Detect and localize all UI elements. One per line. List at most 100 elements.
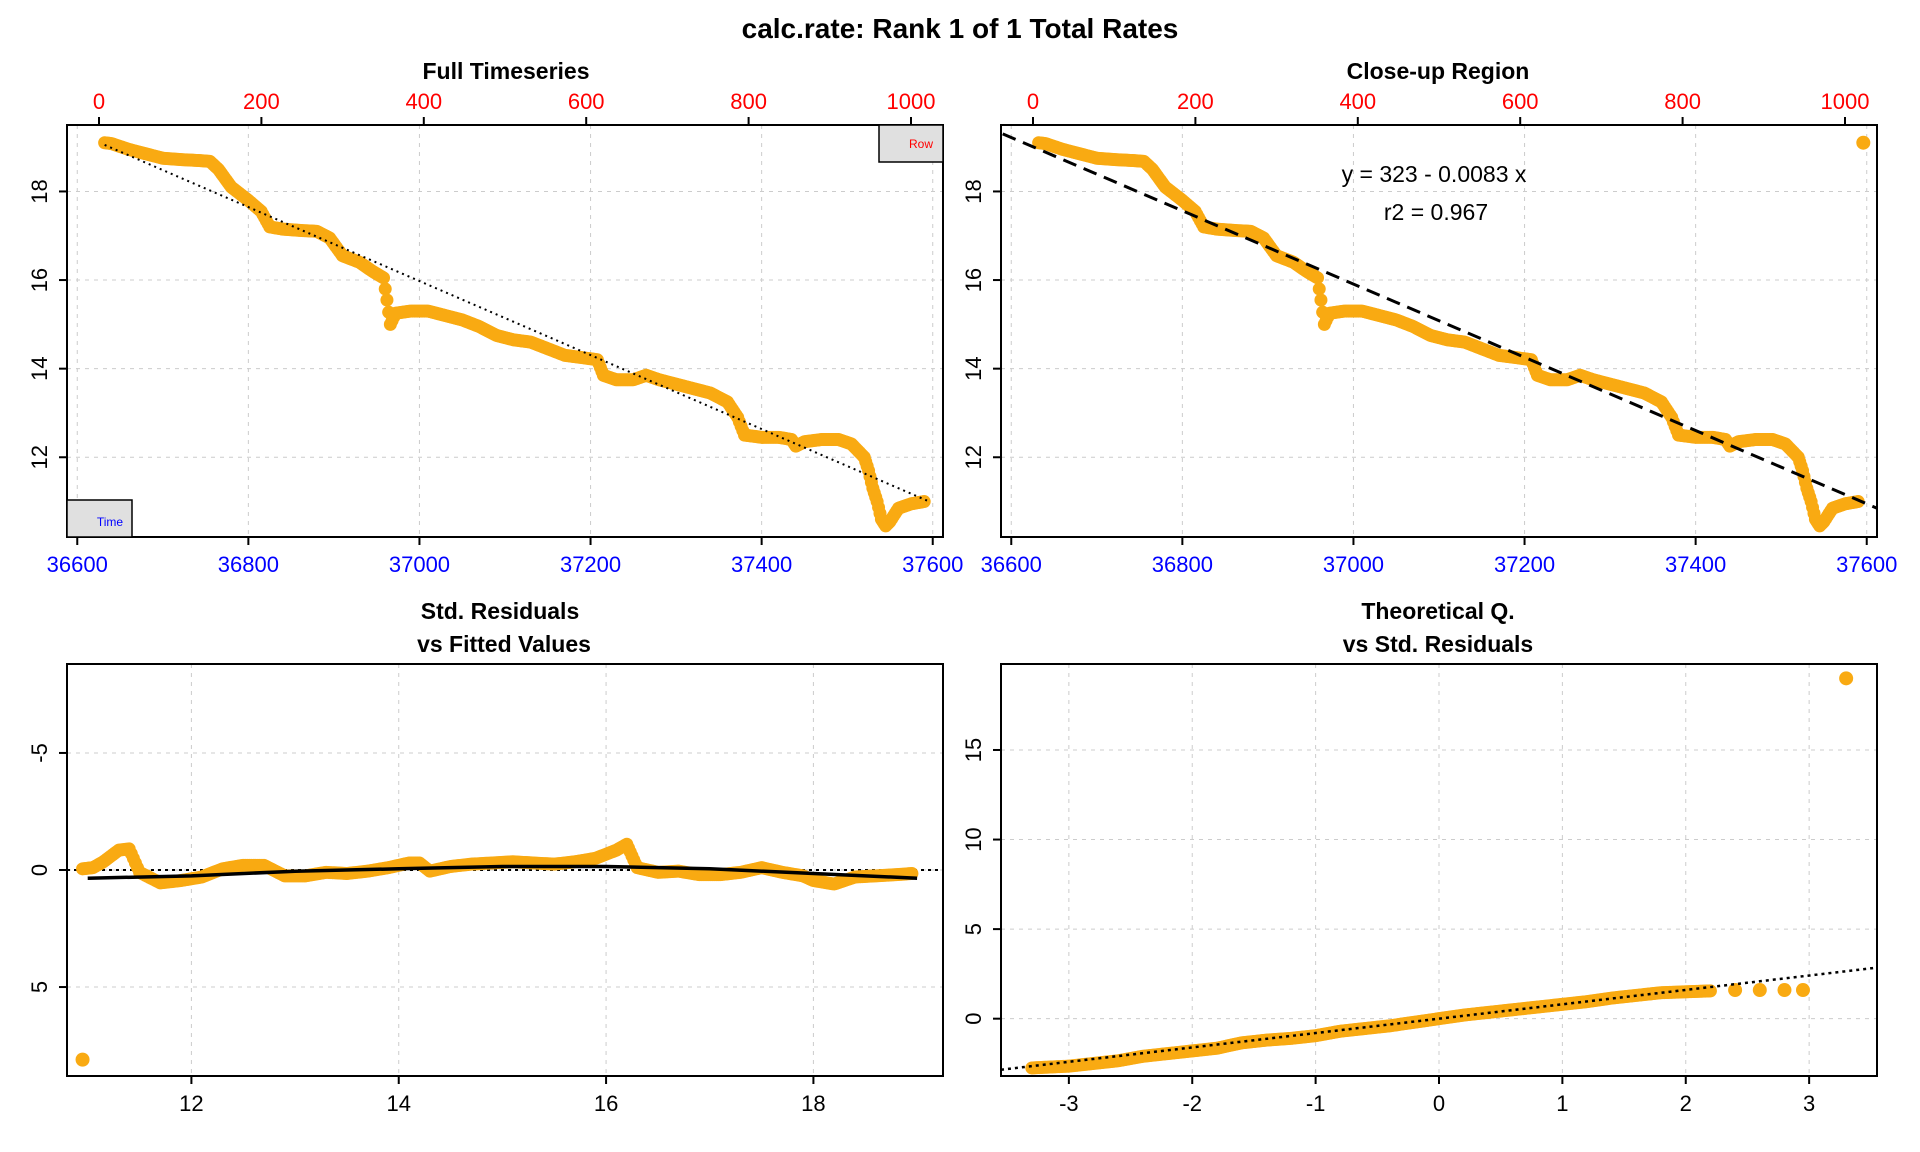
- x-tick-label: -3: [1059, 1091, 1079, 1116]
- figure-title: calc.rate: Rank 1 of 1 Total Rates: [742, 13, 1179, 44]
- grid: [67, 125, 943, 537]
- panel-title: Close-up Region: [1347, 58, 1530, 84]
- x-axis-time: 36600 36800 37000 37200 37400 37600: [981, 537, 1897, 577]
- data-point: [1312, 282, 1326, 296]
- y-axis: -5 0 5: [27, 743, 67, 993]
- top-tick-label: 200: [243, 89, 280, 114]
- y-tick-label: 12: [961, 445, 986, 469]
- x-tick-label: -2: [1182, 1091, 1202, 1116]
- x-tick-label: 37000: [389, 552, 450, 577]
- panel-subtitle: vs Std. Residuals: [1343, 631, 1533, 657]
- y-tick-label: 16: [27, 268, 52, 292]
- data-point: [1839, 671, 1854, 686]
- x-axis-row: 0 200 400 600 800 1000: [1027, 89, 1870, 125]
- grid: [1001, 125, 1877, 537]
- y-tick-label: -5: [27, 743, 52, 763]
- data-point: [377, 271, 391, 285]
- panel-title: Theoretical Q.: [1361, 598, 1514, 624]
- y-tick-label: 10: [961, 827, 986, 851]
- top-tick-label: 600: [1502, 89, 1539, 114]
- y-tick-label: 14: [961, 356, 986, 380]
- data-point: [1314, 293, 1328, 307]
- x-tick-label: 37400: [1665, 552, 1726, 577]
- top-tick-label: 0: [1027, 89, 1039, 114]
- panel-subtitle: vs Fitted Values: [417, 631, 591, 657]
- points: [1032, 135, 1871, 533]
- x-tick-label: 3: [1803, 1091, 1815, 1116]
- x-tick-label: 18: [801, 1091, 825, 1116]
- panel-title: Full Timeseries: [422, 58, 589, 84]
- plot-frame: [1000, 124, 1878, 538]
- y-tick-label: 16: [961, 268, 986, 292]
- panel-title: Std. Residuals: [421, 598, 579, 624]
- y-tick-label: 18: [961, 179, 986, 203]
- x-tick-label: 37200: [560, 552, 621, 577]
- data-point: [1856, 135, 1871, 150]
- top-tick-label: 800: [1664, 89, 1701, 114]
- top-tick-label: 400: [405, 89, 442, 114]
- y-tick-label: 0: [27, 864, 52, 876]
- smooth-line: [87, 864, 918, 880]
- data-point: [378, 282, 392, 296]
- top-tick-label: 400: [1339, 89, 1376, 114]
- legend-time-label: Time: [97, 515, 124, 529]
- x-tick-label: 37400: [731, 552, 792, 577]
- y-tick-label: 18: [27, 179, 52, 203]
- x-axis-row: 0 200 400 600 800 1000: [93, 89, 936, 125]
- panel-std-residuals: Std. Residuals vs Fitted Values -505 12 1…: [27, 598, 944, 1116]
- panel-theoretical-q: Theoretical Q. vs Std. Residuals 051015 …: [961, 598, 1878, 1116]
- x-tick-label: 36600: [47, 552, 108, 577]
- x-axis: 12 14 16 18: [179, 1076, 826, 1116]
- regression-r2: r2 = 0.967: [1384, 199, 1488, 225]
- x-tick-label: 37000: [1323, 552, 1384, 577]
- x-tick-label: -1: [1306, 1091, 1326, 1116]
- y-axis: 0 5 10 15: [961, 738, 1001, 1025]
- y-tick-label: 0: [961, 1013, 986, 1025]
- y-tick-label: 14: [27, 356, 52, 380]
- top-tick-label: 0: [93, 89, 105, 114]
- panel-full-timeseries: Full Timeseries 12 14 16 18 36600 36800 37000…: [27, 58, 963, 577]
- x-tick-label: 2: [1680, 1091, 1692, 1116]
- grid: [1001, 664, 1877, 1076]
- x-tick-label: 37600: [902, 552, 963, 577]
- points: [98, 136, 931, 533]
- x-tick-label: 36800: [1152, 552, 1213, 577]
- trend-line: [104, 144, 930, 503]
- y-tick-label: 5: [27, 981, 52, 993]
- data-point: [380, 293, 394, 307]
- x-axis-time: 36600 36800 37000 37200 37400 37600: [47, 537, 963, 577]
- data-point: [1311, 271, 1325, 285]
- y-axis: 12 14 16 18: [961, 179, 1001, 470]
- legend-row-box: Row: [878, 124, 944, 163]
- regression-equation: y = 323 - 0.0083 x: [1342, 161, 1527, 187]
- top-tick-label: 1000: [887, 89, 936, 114]
- x-tick-label: 36800: [218, 552, 279, 577]
- top-tick-label: 1000: [1821, 89, 1870, 114]
- x-tick-label: 37200: [1494, 552, 1555, 577]
- x-tick-label: 36600: [981, 552, 1042, 577]
- top-tick-label: 800: [730, 89, 767, 114]
- legend-row-label: Row: [909, 137, 933, 151]
- data-point: [1752, 983, 1767, 998]
- data-point: [75, 1052, 90, 1067]
- y-tick-label: 12: [27, 445, 52, 469]
- y-tick-label: 15: [961, 738, 986, 762]
- data-point: [1703, 984, 1717, 998]
- y-axis: 12 14 16 18: [27, 179, 67, 470]
- x-axis: -3 -2 -1 0 1 2 3: [1059, 1076, 1815, 1116]
- data-point: [917, 495, 931, 509]
- x-tick-label: 14: [386, 1091, 410, 1116]
- legend-time-box: Time: [66, 499, 133, 538]
- x-tick-label: 37600: [1836, 552, 1897, 577]
- x-tick-label: 1: [1556, 1091, 1568, 1116]
- top-tick-label: 600: [568, 89, 605, 114]
- x-tick-label: 16: [594, 1091, 618, 1116]
- data-point: [1777, 983, 1792, 998]
- top-tick-label: 200: [1177, 89, 1214, 114]
- panel-close-up-region: Close-up Region 12 14 16 18 36600 36800 37000…: [961, 58, 1897, 577]
- plot-frame: [66, 124, 944, 538]
- y-tick-label: 5: [961, 923, 986, 935]
- fit-line: [1002, 132, 1878, 510]
- x-tick-label: 0: [1433, 1091, 1445, 1116]
